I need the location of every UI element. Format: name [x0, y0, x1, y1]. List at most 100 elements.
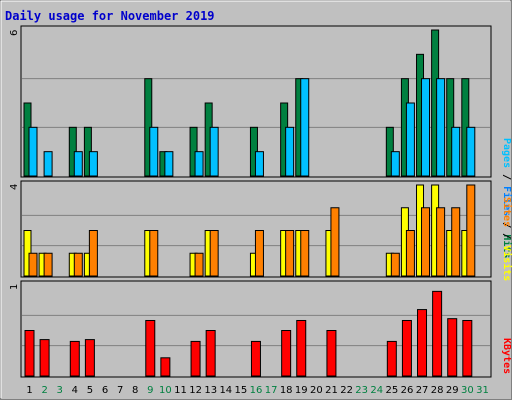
day-label-20: 20: [310, 385, 323, 396]
bar-files-day-5: [88, 151, 98, 177]
chart-title: Daily usage for November 2019: [5, 9, 215, 23]
bar-kbytes-day-1: [24, 330, 35, 377]
bar-files-day-9: [149, 126, 159, 177]
day-label-30: 30: [461, 385, 474, 396]
bar-kbytes-day-27: [417, 309, 428, 377]
legend-kbytes: KBytes: [501, 338, 512, 374]
day-label-18: 18: [280, 385, 293, 396]
legend-hits: Hits: [501, 234, 512, 258]
day-label-26: 26: [401, 385, 414, 396]
bar-kbytes-day-28: [432, 290, 443, 377]
bar-files-day-19: [300, 78, 310, 177]
bar-sites-day-25: [390, 252, 400, 277]
bar-sites-day-18: [285, 230, 295, 277]
bottom-legend: KBytes: [501, 338, 512, 374]
day-label-25: 25: [386, 385, 399, 396]
day-label-3: 3: [57, 385, 63, 396]
bar-files-day-1: [28, 126, 38, 177]
bar-kbytes-day-12: [190, 340, 201, 377]
top-ymax-label: 6: [9, 30, 20, 36]
bar-files-day-13: [209, 126, 219, 177]
legend-pages: Pages: [501, 138, 512, 168]
bar-kbytes-day-25: [386, 340, 397, 377]
bar-kbytes-day-30: [462, 319, 473, 377]
bottom-ymax-label: 1: [9, 284, 20, 290]
middle-ymax-label: 4: [9, 184, 20, 190]
legend-visits: Visits: [501, 245, 512, 281]
day-label-15: 15: [235, 385, 248, 396]
day-label-13: 13: [204, 385, 217, 396]
bar-files-day-25: [390, 151, 400, 177]
bar-kbytes-day-13: [205, 330, 216, 377]
day-label-22: 22: [340, 385, 353, 396]
day-label-24: 24: [370, 385, 383, 396]
day-label-12: 12: [189, 385, 202, 396]
middle-legend: Sites / Visits: [501, 197, 512, 281]
day-label-1: 1: [26, 385, 32, 396]
bar-sites-day-16: [254, 230, 264, 277]
bar-files-day-16: [254, 151, 264, 177]
bar-files-day-10: [164, 151, 174, 177]
day-label-28: 28: [431, 385, 444, 396]
bar-sites-day-27: [421, 207, 431, 277]
bar-files-day-30: [466, 126, 476, 177]
day-label-19: 19: [295, 385, 308, 396]
bar-files-day-29: [451, 126, 461, 177]
bar-kbytes-day-16: [250, 340, 261, 377]
bar-kbytes-day-2: [39, 339, 50, 377]
bar-files-day-2: [43, 151, 53, 177]
legend-sites: Sites: [501, 197, 512, 227]
bar-files-day-28: [436, 78, 446, 177]
bar-sites-day-28: [436, 207, 446, 277]
bar-sites-day-4: [73, 252, 83, 277]
day-label-11: 11: [174, 385, 187, 396]
bar-files-day-12: [194, 151, 204, 177]
day-label-7: 7: [117, 385, 123, 396]
day-label-9: 9: [147, 385, 153, 396]
bar-sites-day-21: [330, 207, 340, 277]
top-legend: Pages / Files / Hits: [501, 138, 512, 258]
bar-kbytes-day-5: [84, 339, 95, 377]
day-label-4: 4: [72, 385, 78, 396]
day-label-14: 14: [219, 385, 232, 396]
bar-sites-day-29: [451, 207, 461, 277]
day-label-5: 5: [87, 385, 93, 396]
legend-separator: /: [501, 227, 512, 245]
bar-kbytes-day-21: [326, 330, 337, 377]
bar-kbytes-day-9: [145, 319, 156, 377]
day-label-27: 27: [416, 385, 429, 396]
day-label-29: 29: [446, 385, 459, 396]
bar-kbytes-day-18: [281, 330, 292, 377]
bar-kbytes-day-4: [69, 340, 80, 377]
bar-sites-day-1: [28, 252, 38, 277]
legend-separator: /: [501, 168, 512, 186]
bar-sites-day-12: [194, 252, 204, 277]
bar-files-day-18: [285, 126, 295, 177]
day-label-21: 21: [325, 385, 338, 396]
bar-sites-day-26: [405, 230, 415, 277]
bar-sites-day-13: [209, 230, 219, 277]
bar-kbytes-day-19: [296, 319, 307, 377]
bar-files-day-27: [421, 78, 431, 177]
bar-files-day-26: [405, 102, 415, 177]
day-label-6: 6: [102, 385, 108, 396]
bar-kbytes-day-10: [160, 357, 171, 377]
day-label-16: 16: [250, 385, 263, 396]
bar-sites-day-30: [466, 184, 476, 277]
day-label-17: 17: [265, 385, 278, 396]
bars-layer: [22, 29, 490, 377]
day-label-2: 2: [41, 385, 47, 396]
bar-files-day-4: [73, 151, 83, 177]
day-label-8: 8: [132, 385, 138, 396]
day-label-23: 23: [355, 385, 368, 396]
bar-sites-day-5: [88, 230, 98, 277]
bar-kbytes-day-26: [401, 319, 412, 377]
day-label-31: 31: [476, 385, 489, 396]
legend-separator: /: [501, 216, 512, 234]
legend-files: Files: [501, 186, 512, 216]
bar-sites-day-2: [43, 252, 53, 277]
bar-sites-day-9: [149, 230, 159, 277]
day-label-10: 10: [159, 385, 172, 396]
